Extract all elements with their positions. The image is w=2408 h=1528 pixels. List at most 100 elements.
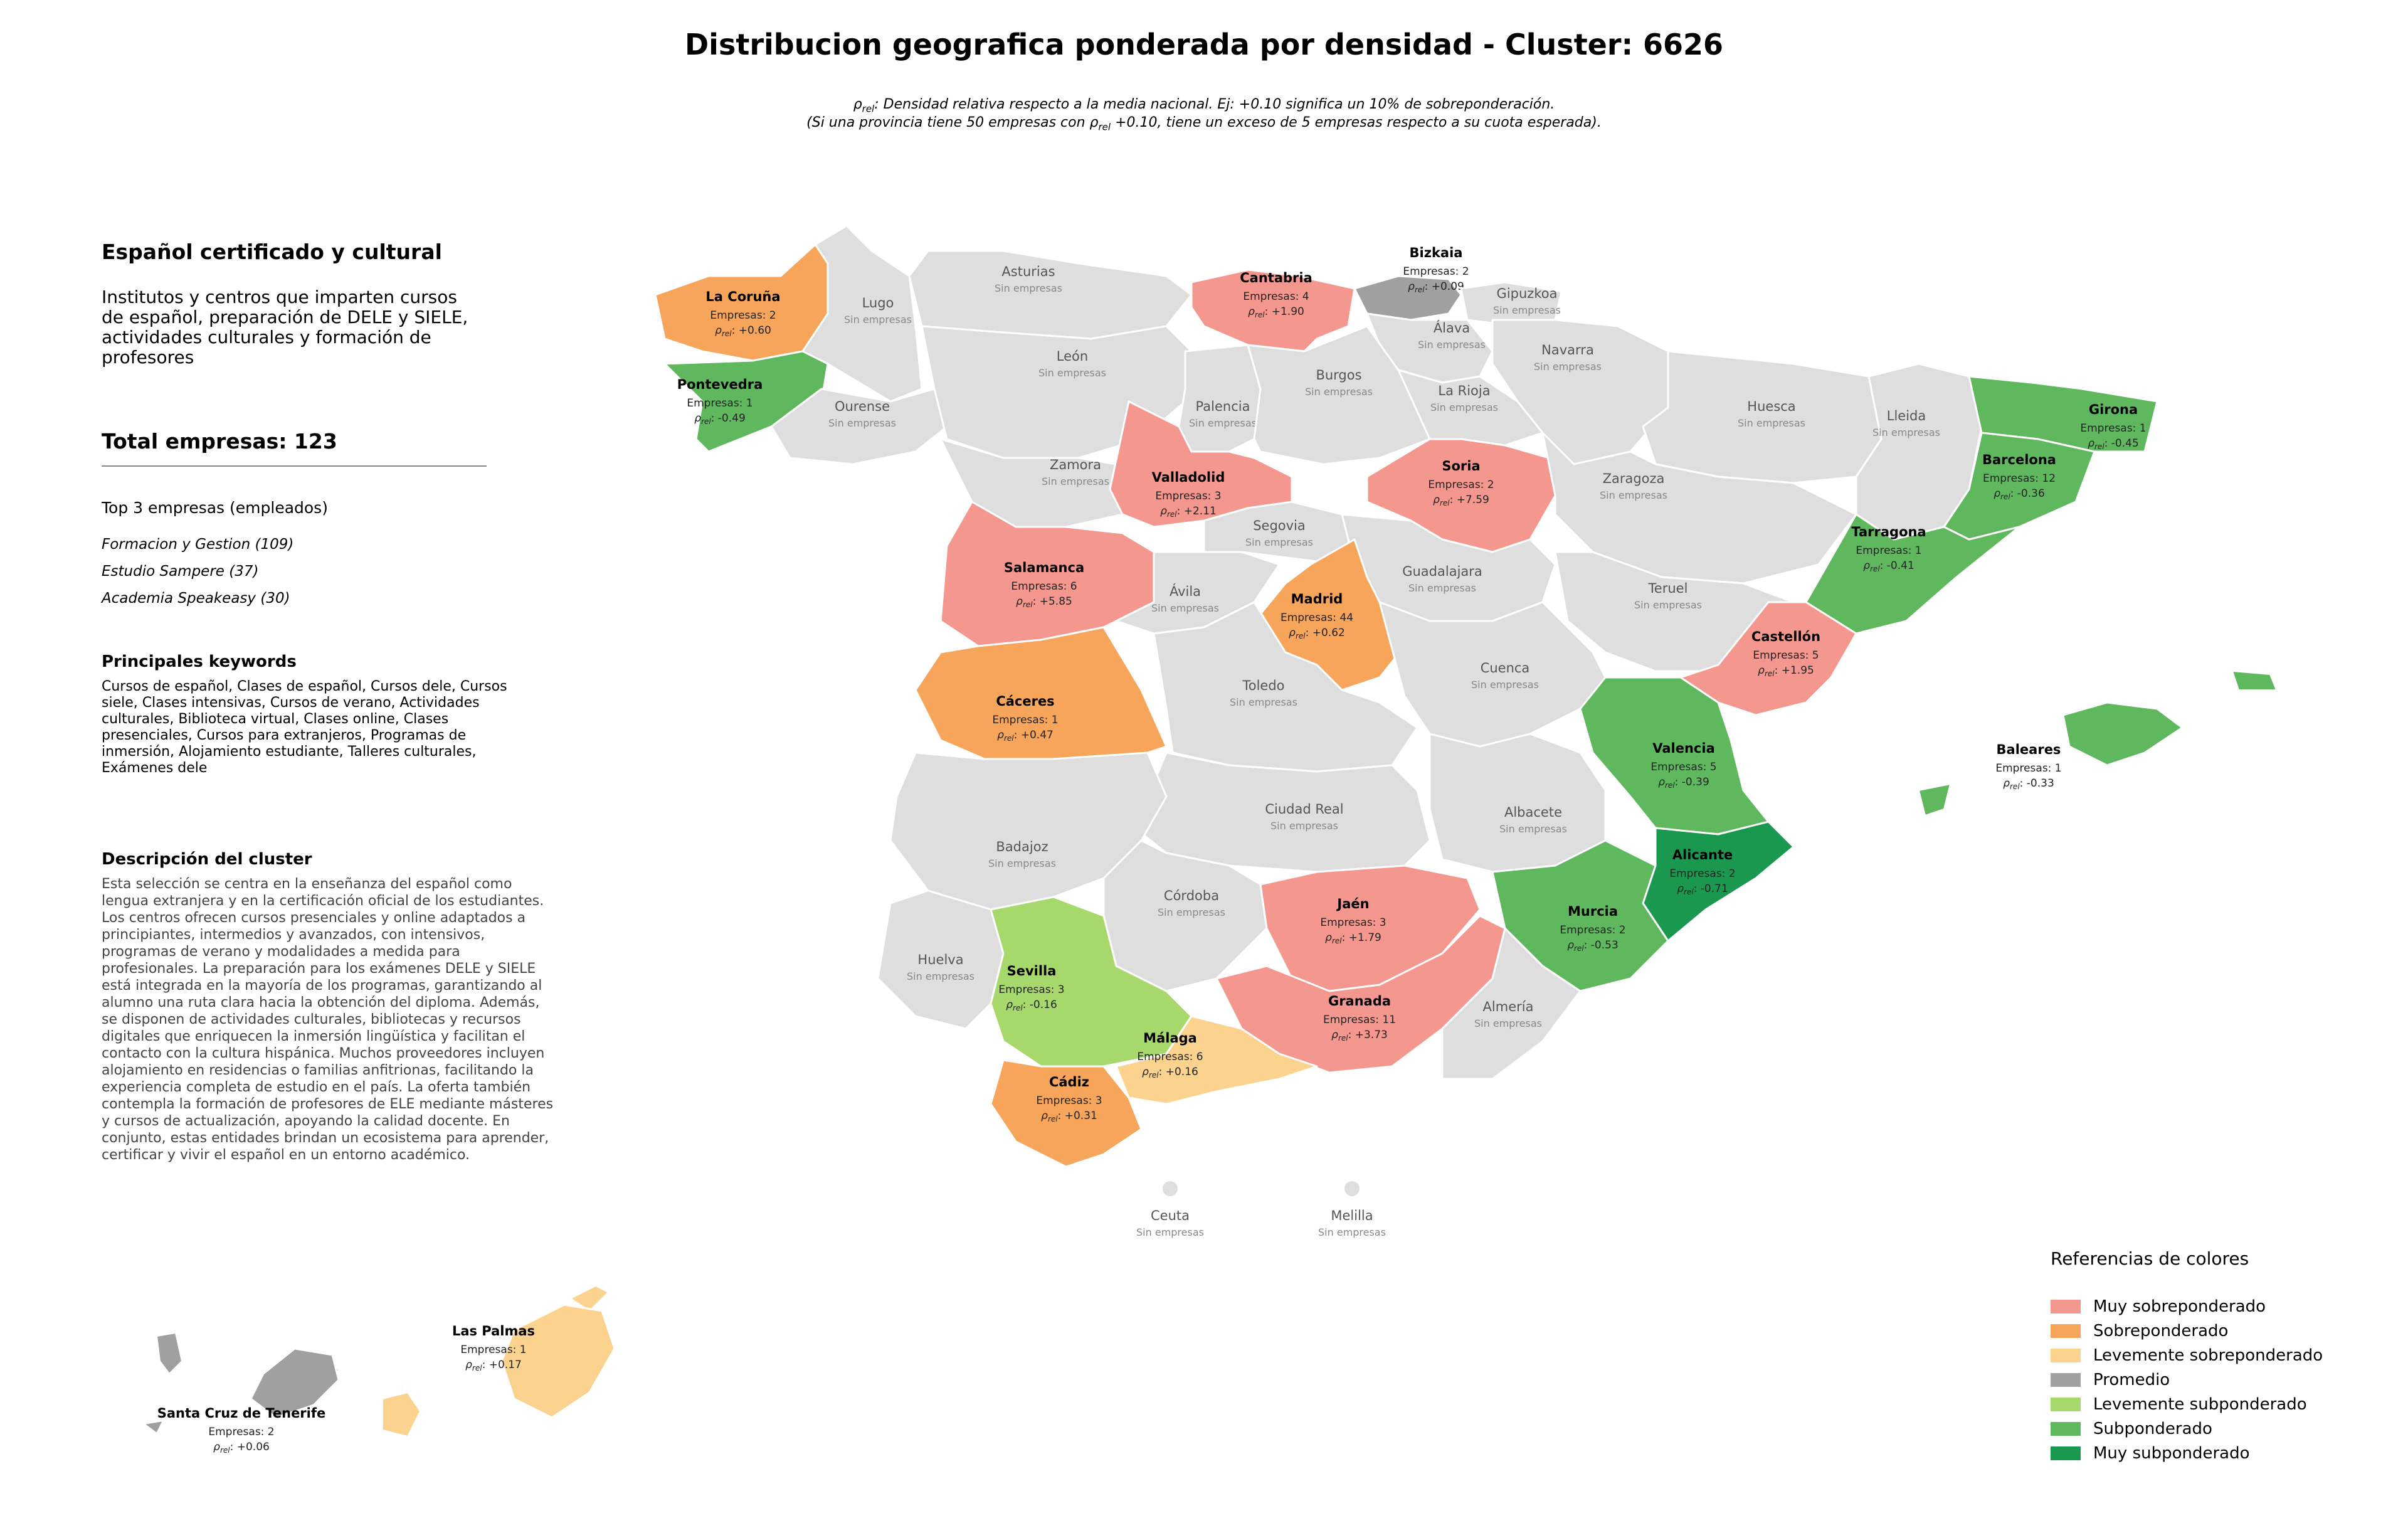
province-ourense [770,388,948,465]
province-label-huelva: Huelva [917,952,963,967]
province-count-soria: Empresas: 2 [1428,479,1494,491]
province-label-gipuzkoa: Gipuzkoa [1497,286,1558,301]
province-rho-cantabria: ρrel: +1.90 [1248,305,1304,319]
province-castellon [1679,601,1857,716]
province-empty-label: Sin empresas [1151,602,1219,614]
province-empty-label: Sin empresas [1408,582,1476,594]
province-rho-la-coruna: ρrel: +0.60 [715,324,771,338]
province-empty-label: Sin empresas [1471,679,1539,691]
province-toledo [1153,601,1418,773]
province-label-madrid: Madrid [1291,592,1343,607]
province-rho-pontevedra: ρrel: -0.49 [694,412,746,426]
density-note-line-2: (Si una provincia tiene 50 empresas con … [806,115,1602,133]
province-ceuta-marker [1163,1181,1178,1196]
legend-label: Muy sobreponderado [2093,1297,2266,1316]
province-zaragoza [1541,432,1857,585]
province-empty-label: Sin empresas [907,970,974,982]
province-label-soria: Soria [1442,459,1480,474]
color-legend: Referencias de colores Muy sobreponderad… [2051,1248,2389,1465]
province-empty-label: Sin empresas [1634,599,1702,611]
province-baleares [2062,701,2184,767]
legend-label: Levemente subponderado [2093,1394,2307,1414]
province-count-granada: Empresas: 11 [1323,1014,1396,1026]
canary-island-lanzarote-shape [569,1285,610,1312]
map-title: Distribucion geografica ponderada por de… [685,28,1723,61]
province-label-palencia: Palencia [1196,399,1250,414]
province-empty-label: Sin empresas [1136,1226,1204,1238]
province-label-santa-cruz-de-tenerife: Santa Cruz de Tenerife [157,1406,326,1421]
province-label-leon: León [1057,349,1088,364]
province-burgos [1247,325,1437,465]
province-rho-granada: ρrel: +3.73 [1331,1029,1388,1043]
legend-label: Promedio [2093,1370,2170,1389]
province-las-palmas [500,1303,616,1419]
province-santa-cruz-de-tenerife [250,1347,340,1419]
province-label-asturias: Asturias [1001,264,1055,279]
cluster-subtitle: Institutos y centros que imparten cursos… [102,287,468,368]
province-label-jaen: Jaén [1336,896,1369,911]
province-label-caceres: Cáceres [996,694,1054,709]
description-text: Esta selección se centra en la enseñanza… [102,876,554,1163]
legend-label: Subponderado [2093,1419,2212,1438]
province-label-zaragoza: Zaragoza [1603,471,1665,486]
province-label-bizkaia: Bizkaia [1410,245,1463,260]
province-navarra [1491,319,1669,465]
keywords-text: Cursos de español, Clases de español, Cu… [102,679,507,776]
province-label-castellon: Castellón [1751,629,1820,644]
province-empty-label: Sin empresas [1493,304,1561,316]
province-label-baleares: Baleares [1997,742,2061,757]
province-label-cuenca: Cuenca [1481,661,1530,676]
province-empty-label: Sin empresas [1318,1226,1386,1238]
province-ciudad-real [1134,751,1431,873]
legend-swatch [2051,1446,2081,1460]
balearic-island-ibiza-shape [1918,783,1951,817]
province-empty-label: Sin empresas [1042,475,1109,487]
province-label-barcelona: Barcelona [1982,452,2056,467]
province-label-tarragona: Tarragona [1851,524,1926,539]
province-count-alicante: Empresas: 2 [1669,867,1735,880]
province-label-alicante: Alicante [1672,847,1733,862]
province-rho-santa-cruz-de-tenerife: ρrel: +0.06 [213,1441,270,1455]
province-label-alava: Álava [1434,320,1470,336]
legend-swatch [2051,1348,2081,1362]
province-empty-label: Sin empresas [1499,823,1567,835]
province-label-valencia: Valencia [1652,741,1714,756]
province-empty-label: Sin empresas [988,857,1056,869]
legend-item: Muy sobreponderado [2051,1294,2389,1318]
province-empty-label: Sin empresas [1600,489,1667,501]
legend-label: Sobreponderado [2093,1321,2229,1340]
province-count-caceres: Empresas: 1 [992,714,1058,726]
province-empty-label: Sin empresas [1534,361,1602,373]
province-empty-label: Sin empresas [1230,696,1297,708]
legend-swatch [2051,1397,2081,1411]
province-lugo [801,225,923,403]
total-companies: Total empresas: 123 [102,429,337,454]
province-label-avila: Ávila [1170,583,1201,599]
province-empty-label: Sin empresas [1418,339,1486,351]
province-empty-label: Sin empresas [1270,820,1338,832]
province-rho-tarragona: ρrel: -0.41 [1863,560,1914,573]
province-label-teruel: Teruel [1648,581,1688,596]
province-malaga [1115,1015,1318,1105]
province-empty-label: Sin empresas [1189,417,1257,429]
legend-item: Levemente sobreponderado [2051,1343,2389,1367]
province-palencia [1178,344,1262,453]
province-rho-jaen: ρrel: +1.79 [1325,931,1381,945]
province-empty-label: Sin empresas [1158,906,1225,918]
province-rho-girona: ρrel: -0.45 [2088,437,2139,451]
province-label-badajoz: Badajoz [996,839,1048,854]
province-label-malaga: Málaga [1143,1031,1197,1046]
divider [102,465,487,467]
top-company-1: Formacion y Gestion (109) [102,536,294,553]
province-albacete [1428,733,1607,873]
province-label-segovia: Segovia [1253,518,1306,533]
province-count-las-palmas: Empresas: 1 [460,1344,526,1356]
province-caceres [914,626,1168,760]
legend-label: Levemente sobreponderado [2093,1345,2323,1365]
province-label-zamora: Zamora [1050,457,1101,472]
province-empty-label: Sin empresas [844,314,912,326]
province-label-ceuta: Ceuta [1151,1208,1190,1223]
province-label-granada: Granada [1328,994,1391,1009]
province-label-pontevedra: Pontevedra [677,377,763,392]
province-almeria [1441,927,1582,1080]
